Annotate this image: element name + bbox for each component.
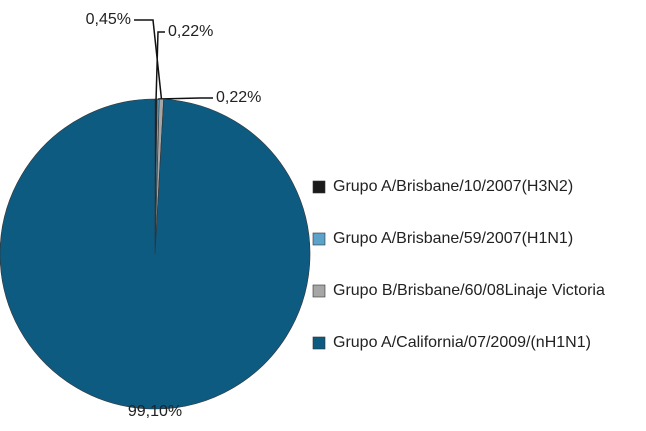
- legend-swatch: [312, 336, 326, 350]
- leader-line: [155, 31, 165, 100]
- value-label: 0,22%: [216, 89, 261, 106]
- legend-label: Grupo A/California/07/2009/(nH1N1): [333, 334, 591, 351]
- legend-swatch: [312, 232, 326, 246]
- value-label: 0,45%: [86, 11, 131, 28]
- value-label: 99,10%: [128, 403, 182, 420]
- value-label: 0,22%: [168, 23, 213, 40]
- legend-swatch: [312, 284, 326, 298]
- legend-label: Grupo A/Brisbane/59/2007(H1N1): [333, 230, 573, 247]
- legend-swatch: [312, 180, 326, 194]
- legend-label: Grupo A/Brisbane/10/2007(H3N2): [333, 178, 573, 195]
- pie-slice: [0, 98, 311, 410]
- leader-line: [134, 19, 163, 100]
- leader-line: [158, 97, 213, 100]
- legend-label: Grupo B/Brisbane/60/08Linaje Victoria: [333, 282, 605, 299]
